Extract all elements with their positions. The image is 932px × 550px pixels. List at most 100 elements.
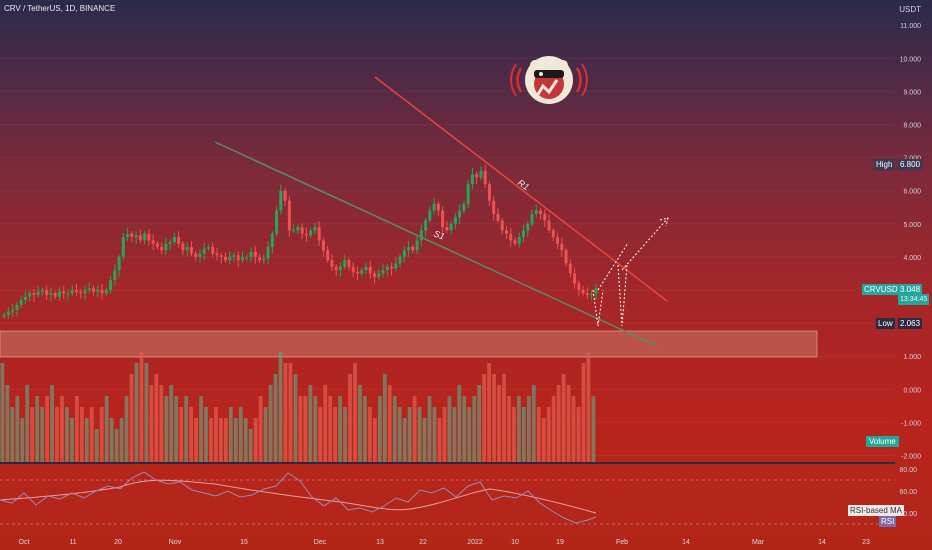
candle-body (151, 240, 155, 244)
volume-bar (99, 407, 104, 462)
candle-body (49, 293, 53, 295)
price-axis-tick: -1.000 (901, 420, 921, 427)
candle-body (79, 291, 83, 294)
low-tag-label: Low (876, 318, 895, 329)
volume-bar (368, 407, 372, 462)
candle-body (522, 230, 525, 238)
price-axis-tick: 10.000 (900, 56, 922, 63)
volume-bar (204, 407, 208, 462)
volume-bar (338, 396, 342, 462)
candle-body (560, 243, 564, 251)
candle-body (36, 291, 40, 295)
resistance-label: R1 (516, 177, 531, 192)
volume-bars (0, 352, 596, 462)
time-axis-tick: Nov (169, 539, 182, 546)
candle-body (224, 256, 227, 261)
candle-body (530, 213, 534, 224)
candle-body (411, 246, 415, 251)
volume-bar (348, 374, 352, 462)
candle-body (249, 251, 253, 257)
candle-body (564, 250, 568, 264)
volume-bar (373, 418, 377, 462)
volume-bar (79, 407, 84, 462)
candle-body (266, 246, 270, 259)
candle-body (2, 314, 6, 317)
candle-body (45, 290, 49, 295)
volume-bar (442, 407, 447, 462)
candle-body (398, 256, 402, 264)
volume-bar (482, 374, 487, 462)
candle-body (236, 255, 240, 261)
volume-bar (586, 352, 591, 462)
volume-bar (25, 385, 30, 462)
candle-body (241, 256, 245, 261)
candle-body (453, 217, 457, 224)
candle-body (23, 296, 27, 300)
candle-body (32, 293, 36, 295)
rsi-ma-line (0, 479, 597, 514)
low-tag-value: 2.063 (898, 318, 923, 329)
volume-bar (407, 407, 412, 462)
volume-bar (556, 385, 561, 462)
rsi-tag: RSI (879, 516, 897, 527)
time-axis-tick: 10 (511, 539, 519, 546)
volume-bar (75, 396, 79, 462)
volume-bar (179, 407, 184, 462)
volume-bar (561, 374, 566, 462)
volume-bar (174, 396, 179, 462)
candle-body (296, 227, 300, 231)
volume-bar (591, 396, 596, 462)
candle-body (343, 260, 347, 267)
candle-body (262, 258, 266, 261)
candle-body (100, 290, 104, 294)
volume-bar (323, 385, 328, 462)
candle-body (202, 248, 206, 254)
candle-body (83, 290, 87, 294)
volume-bar (194, 418, 198, 462)
time-axis-tick: 14 (682, 539, 690, 546)
volume-bar (397, 407, 402, 462)
volume-bar (353, 363, 357, 462)
candle-body (6, 311, 10, 315)
volume-bar (273, 374, 278, 462)
volume-bar (512, 407, 516, 462)
candle-body (373, 273, 376, 277)
candle-body (211, 246, 215, 254)
countdown-tag: 13:34:45 (898, 294, 930, 305)
projection-arrows (592, 217, 669, 327)
candle-body (568, 263, 572, 274)
volume-bar (402, 418, 407, 462)
candle-body (355, 271, 359, 274)
volume-bar (253, 418, 258, 462)
candle-body (577, 283, 581, 290)
candle-body (377, 273, 381, 277)
candle-body (92, 288, 96, 292)
volume-bar (129, 374, 134, 462)
candle-body (428, 210, 432, 221)
candle-body (581, 290, 585, 294)
volume-bar (159, 385, 164, 462)
logo-icon (510, 56, 588, 104)
volume-bar (422, 418, 427, 462)
candle-body (326, 250, 330, 261)
candle-body (390, 266, 394, 269)
candle-body (364, 266, 368, 271)
candle-body (590, 293, 594, 295)
volume-bar (517, 396, 521, 462)
price-axis-tick: 11.000 (900, 23, 921, 30)
candle-body (138, 235, 142, 241)
candle-body (177, 237, 181, 244)
volume-bar (551, 396, 556, 462)
volume-bar (343, 407, 347, 462)
price-axis-tick: 8.000 (903, 123, 921, 130)
last-price-tag: 3.048 (898, 284, 923, 295)
volume-bar (219, 418, 223, 462)
volume-bar (278, 352, 283, 462)
volume-bar (0, 363, 5, 462)
candle-body (258, 256, 262, 261)
candle-body (189, 246, 193, 254)
volume-bar (566, 385, 571, 462)
candle-body (317, 227, 321, 241)
volume-bar (104, 396, 109, 462)
volume-bar (432, 407, 437, 462)
